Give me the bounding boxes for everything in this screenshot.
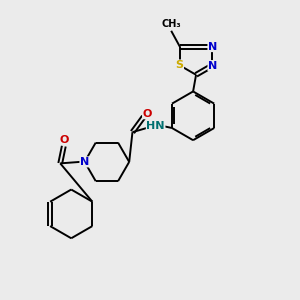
Text: S: S [176,60,184,70]
Text: HN: HN [146,121,165,130]
Text: O: O [59,135,68,145]
Text: O: O [142,109,152,119]
Text: N: N [208,42,217,52]
Text: N: N [80,157,89,167]
Text: N: N [208,61,217,70]
Text: CH₃: CH₃ [161,19,181,29]
